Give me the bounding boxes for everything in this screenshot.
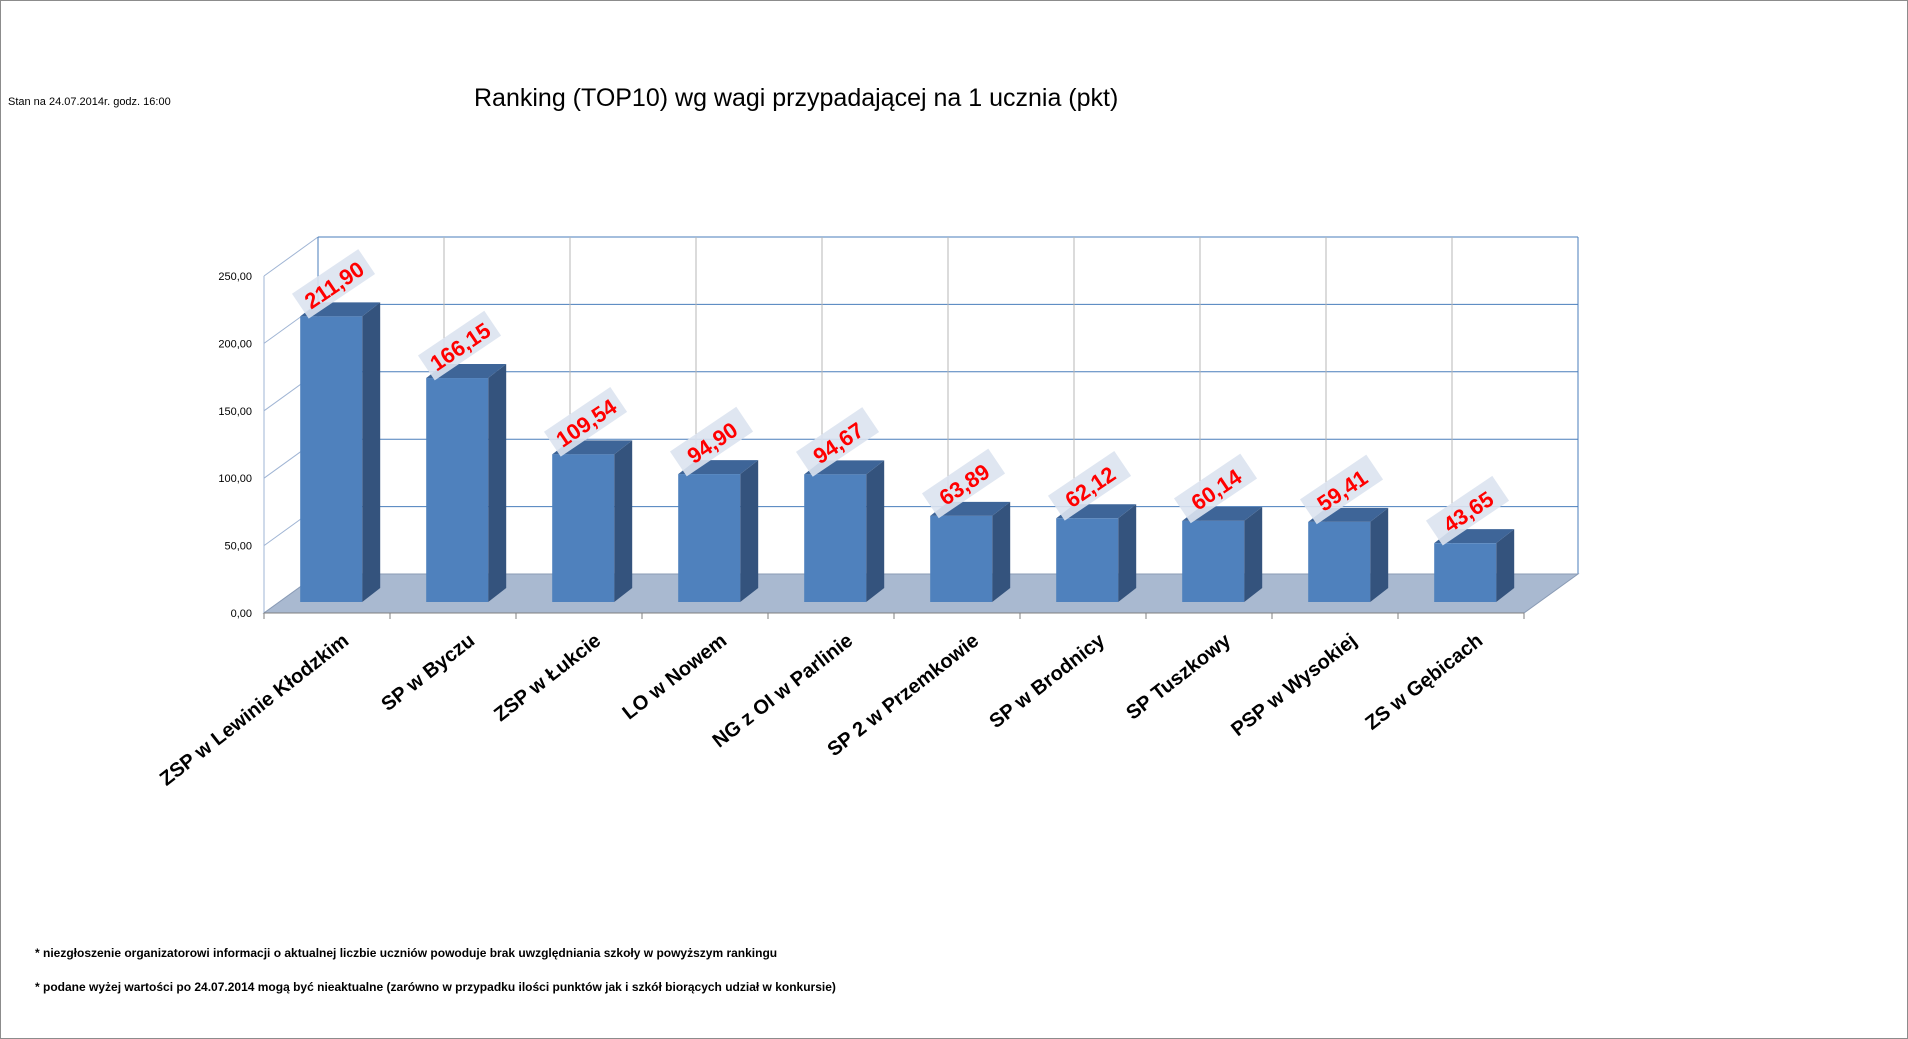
bar-front (1308, 521, 1371, 602)
y-tick-label: 0,00 (231, 608, 252, 620)
bar (1056, 504, 1137, 602)
data-label-box (669, 406, 754, 477)
chart-title: Ranking (TOP10) wg wagi przypadającej na… (474, 84, 1119, 112)
bar-front (1182, 520, 1245, 602)
data-label-box (1047, 450, 1132, 521)
bar (300, 302, 381, 602)
bar (426, 364, 507, 602)
data-label-box (291, 249, 376, 319)
data-label-box (1299, 454, 1384, 525)
bar (1182, 506, 1263, 602)
gridline-side (263, 236, 319, 277)
x-category-label: ZS w Gębicach (1361, 630, 1487, 735)
data-label-box (795, 407, 880, 477)
bar-front (1434, 543, 1497, 602)
y-tick-label: 200,00 (218, 338, 252, 350)
bar-side (362, 302, 381, 602)
data-label-box (1173, 453, 1258, 524)
bar-front (678, 474, 741, 602)
y-tick-label: 250,00 (218, 271, 252, 283)
timestamp-note: Stan na 24.07.2014r. godz. 16:00 (8, 96, 171, 108)
bar (1434, 529, 1515, 602)
y-tick-label: 100,00 (218, 473, 252, 485)
bar-side (1370, 507, 1389, 602)
bar-front (804, 474, 867, 602)
bar-front (552, 454, 615, 602)
data-label-box (417, 310, 502, 381)
bar-side (488, 364, 507, 602)
bar-front (426, 378, 489, 602)
bar (1308, 507, 1389, 602)
bar-side (614, 440, 633, 602)
data-label-box (543, 387, 628, 457)
x-category-label: ZSP w Łukcie (490, 630, 605, 726)
x-category-label: SP w Byczu (377, 630, 479, 716)
bar (930, 501, 1011, 602)
y-tick-label: 150,00 (218, 406, 252, 418)
bar-front (930, 515, 993, 602)
bar-side (1118, 504, 1137, 602)
bar-side (992, 501, 1011, 602)
bar (804, 460, 885, 602)
x-category-label: PSP w Wysokiej (1227, 630, 1361, 741)
bar-front (300, 316, 363, 602)
data-label-box (921, 448, 1006, 519)
footnote-reporting: * niezgłoszenie organizatorowi informacj… (35, 946, 778, 960)
bar-side (866, 460, 885, 602)
bar (678, 460, 759, 602)
x-category-label: LO w Nowem (619, 630, 732, 725)
bar-side (1496, 529, 1515, 602)
bar-front (1056, 518, 1119, 602)
bar-side (1244, 506, 1263, 602)
bar (552, 440, 633, 602)
x-category-label: ZSP w Lewinie Kłodzkim (156, 630, 353, 791)
footnote-validity: * podane wyżej wartości po 24.07.2014 mo… (35, 980, 836, 994)
data-label-box (1425, 475, 1510, 546)
bar-side (740, 460, 759, 602)
y-tick-label: 50,00 (224, 541, 252, 553)
x-category-label: SP w Brodnicy (985, 629, 1109, 733)
x-category-label: SP Tuszkowy (1122, 629, 1235, 724)
